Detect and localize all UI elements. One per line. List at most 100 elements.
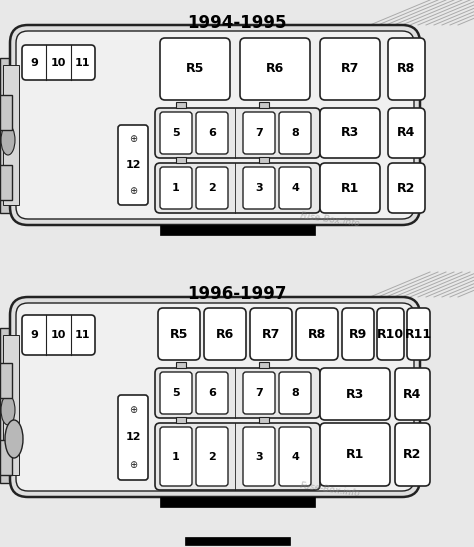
Bar bbox=[259, 362, 269, 368]
FancyBboxPatch shape bbox=[279, 427, 311, 486]
Text: 5: 5 bbox=[172, 388, 180, 398]
FancyBboxPatch shape bbox=[320, 163, 380, 213]
Text: 1: 1 bbox=[172, 451, 180, 462]
Text: Fuse-Box.info: Fuse-Box.info bbox=[299, 211, 361, 229]
Text: R4: R4 bbox=[397, 126, 416, 139]
Text: R8: R8 bbox=[308, 328, 326, 340]
Text: R2: R2 bbox=[397, 182, 416, 195]
FancyBboxPatch shape bbox=[196, 427, 228, 486]
FancyBboxPatch shape bbox=[377, 308, 404, 360]
FancyBboxPatch shape bbox=[118, 395, 148, 480]
Text: R3: R3 bbox=[341, 126, 359, 139]
FancyBboxPatch shape bbox=[320, 38, 380, 100]
Bar bbox=[160, 225, 315, 235]
Text: 1996-1997: 1996-1997 bbox=[187, 285, 287, 303]
Text: R4: R4 bbox=[403, 387, 422, 400]
FancyBboxPatch shape bbox=[240, 38, 310, 100]
FancyBboxPatch shape bbox=[342, 308, 374, 360]
FancyBboxPatch shape bbox=[279, 112, 311, 154]
Bar bbox=[160, 497, 315, 507]
FancyBboxPatch shape bbox=[407, 308, 430, 360]
Text: 6: 6 bbox=[208, 128, 216, 138]
Text: R2: R2 bbox=[403, 448, 422, 461]
Text: 9: 9 bbox=[30, 57, 38, 67]
FancyBboxPatch shape bbox=[196, 112, 228, 154]
Text: 1: 1 bbox=[172, 183, 180, 193]
Bar bbox=[0, 165, 12, 200]
Ellipse shape bbox=[5, 420, 23, 458]
FancyBboxPatch shape bbox=[204, 308, 246, 360]
Text: ⊕: ⊕ bbox=[129, 185, 137, 196]
Bar bbox=[0, 440, 12, 475]
FancyBboxPatch shape bbox=[160, 372, 192, 414]
FancyBboxPatch shape bbox=[250, 308, 292, 360]
Bar bbox=[259, 157, 269, 163]
FancyBboxPatch shape bbox=[16, 31, 414, 219]
Text: R7: R7 bbox=[341, 62, 359, 75]
Text: 1994-1995: 1994-1995 bbox=[187, 14, 287, 32]
FancyBboxPatch shape bbox=[22, 315, 95, 355]
FancyBboxPatch shape bbox=[155, 108, 320, 158]
Text: 8: 8 bbox=[291, 388, 299, 398]
FancyBboxPatch shape bbox=[158, 308, 200, 360]
Bar bbox=[185, 537, 290, 545]
Bar bbox=[0, 363, 12, 398]
Text: 2: 2 bbox=[208, 451, 216, 462]
FancyBboxPatch shape bbox=[320, 108, 380, 158]
Text: 8: 8 bbox=[291, 128, 299, 138]
Text: 12: 12 bbox=[125, 160, 141, 170]
Text: 2: 2 bbox=[208, 183, 216, 193]
Text: R3: R3 bbox=[346, 387, 364, 400]
Text: 3: 3 bbox=[255, 451, 263, 462]
Text: 10: 10 bbox=[51, 57, 66, 67]
Text: 7: 7 bbox=[255, 388, 263, 398]
FancyBboxPatch shape bbox=[320, 368, 390, 420]
FancyBboxPatch shape bbox=[196, 167, 228, 209]
Text: 10: 10 bbox=[51, 330, 66, 340]
Bar bbox=[176, 417, 186, 423]
FancyBboxPatch shape bbox=[279, 372, 311, 414]
Bar bbox=[176, 157, 186, 163]
FancyBboxPatch shape bbox=[395, 368, 430, 420]
Text: 4: 4 bbox=[291, 183, 299, 193]
FancyBboxPatch shape bbox=[243, 372, 275, 414]
FancyBboxPatch shape bbox=[155, 163, 320, 213]
FancyBboxPatch shape bbox=[196, 372, 228, 414]
FancyBboxPatch shape bbox=[243, 167, 275, 209]
FancyBboxPatch shape bbox=[160, 427, 192, 486]
Text: 3: 3 bbox=[255, 183, 263, 193]
Bar bbox=[259, 417, 269, 423]
FancyBboxPatch shape bbox=[16, 303, 414, 491]
Text: ⊕: ⊕ bbox=[129, 135, 137, 144]
Bar bbox=[259, 102, 269, 108]
Text: R8: R8 bbox=[397, 62, 416, 75]
FancyBboxPatch shape bbox=[10, 25, 420, 225]
Text: R1: R1 bbox=[341, 182, 359, 195]
Text: ⊕: ⊕ bbox=[129, 459, 137, 470]
Bar bbox=[3, 335, 19, 475]
FancyBboxPatch shape bbox=[388, 108, 425, 158]
Text: 5: 5 bbox=[172, 128, 180, 138]
Text: Fuse-Box.info: Fuse-Box.info bbox=[299, 481, 361, 499]
Text: 6: 6 bbox=[208, 388, 216, 398]
Text: R5: R5 bbox=[170, 328, 188, 340]
FancyBboxPatch shape bbox=[243, 112, 275, 154]
FancyBboxPatch shape bbox=[160, 38, 230, 100]
FancyBboxPatch shape bbox=[160, 112, 192, 154]
FancyBboxPatch shape bbox=[118, 125, 148, 205]
Bar bbox=[176, 102, 186, 108]
FancyBboxPatch shape bbox=[243, 427, 275, 486]
Bar bbox=[176, 362, 186, 368]
Text: 11: 11 bbox=[75, 57, 91, 67]
Text: 9: 9 bbox=[30, 330, 38, 340]
Text: R1: R1 bbox=[346, 448, 364, 461]
FancyBboxPatch shape bbox=[22, 45, 95, 80]
Ellipse shape bbox=[1, 125, 15, 155]
Bar bbox=[0, 58, 22, 213]
Ellipse shape bbox=[1, 395, 15, 425]
Text: 12: 12 bbox=[125, 432, 141, 442]
FancyBboxPatch shape bbox=[279, 167, 311, 209]
FancyBboxPatch shape bbox=[10, 297, 420, 497]
Text: R11: R11 bbox=[405, 328, 432, 340]
FancyBboxPatch shape bbox=[388, 38, 425, 100]
